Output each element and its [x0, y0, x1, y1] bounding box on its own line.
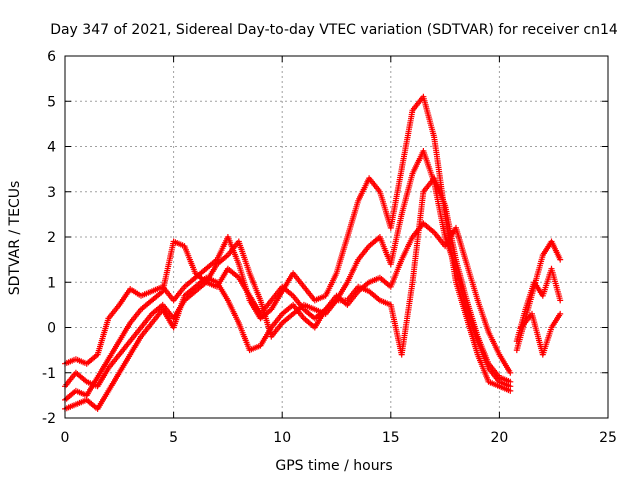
y-tick-label: 5: [47, 94, 56, 110]
x-tick-label: 10: [273, 430, 291, 446]
series-track-c: [62, 220, 514, 390]
y-tick-label: 3: [47, 185, 56, 201]
x-tick-label: 15: [382, 430, 400, 446]
axis-ticks: 0 5 10 15 20 25 -2 -1 0 1 2 3 4 5 6: [42, 49, 617, 446]
x-tick-label: 20: [490, 430, 508, 446]
x-axis-label: GPS time / hours: [275, 458, 392, 474]
x-tick-label: 25: [599, 430, 617, 446]
y-axis-label: SDTVAR / TECUs: [7, 181, 23, 296]
series-markers: [518, 310, 564, 358]
x-tick-label: 0: [61, 430, 70, 446]
y-tick-label: -1: [42, 366, 56, 382]
y-tick-label: 0: [47, 321, 56, 337]
grid: [65, 56, 608, 418]
series-markers: [62, 220, 514, 390]
x-tick-label: 5: [169, 430, 178, 446]
y-tick-label: 4: [47, 140, 56, 156]
data-points: [62, 93, 564, 412]
series-track-b: [62, 148, 514, 403]
chart-title: Day 347 of 2021, Sidereal Day-to-day VTE…: [50, 22, 618, 38]
y-tick-label: 2: [47, 230, 56, 246]
y-tick-label: 6: [47, 49, 56, 65]
y-tick-label: -2: [42, 411, 56, 427]
plot-frame: [64, 55, 609, 419]
series-markers: [62, 148, 514, 403]
series-track-g: [518, 310, 564, 358]
y-tick-label: 1: [47, 275, 56, 291]
